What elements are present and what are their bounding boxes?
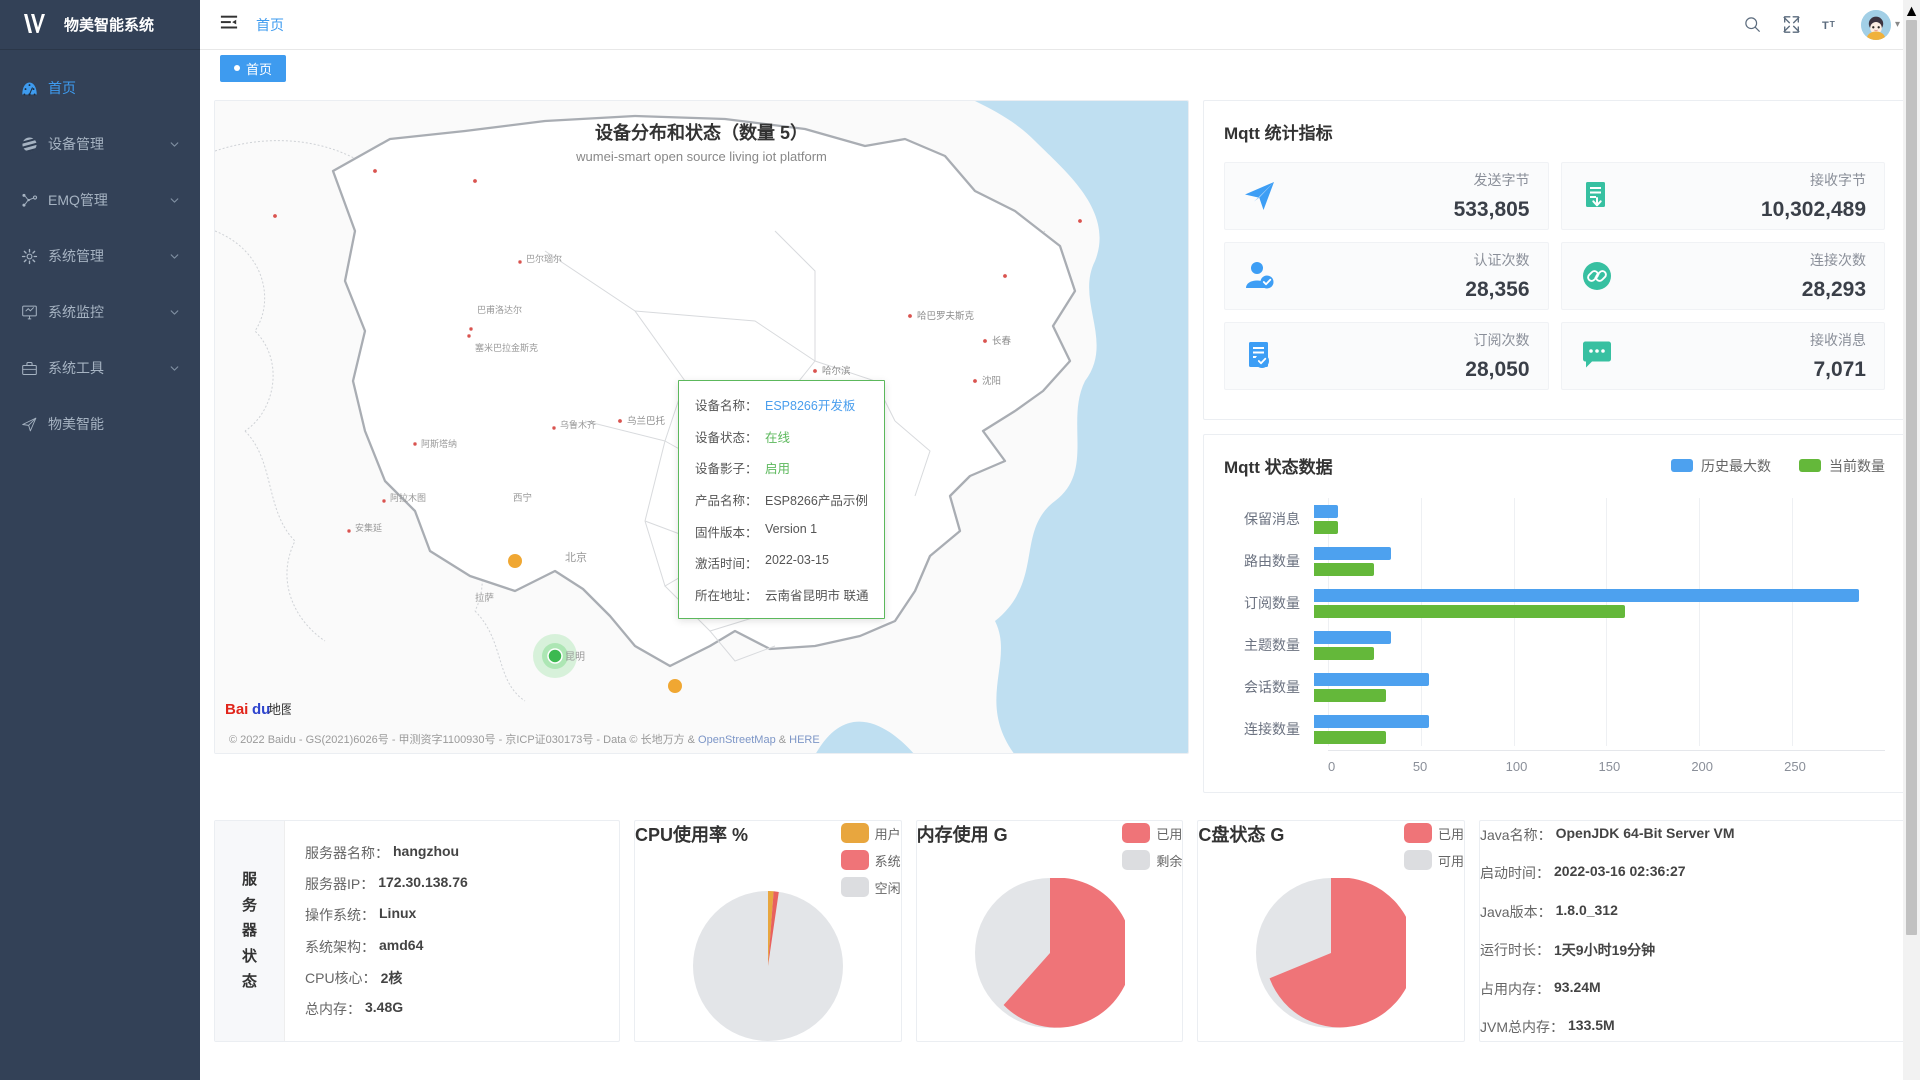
svg-text:T: T [1822,20,1829,32]
svg-text:塞米巴拉金斯克: 塞米巴拉金斯克 [475,342,538,353]
svg-text:巴尔瑙尔: 巴尔瑙尔 [526,253,562,264]
svg-text:安集延: 安集延 [355,522,382,533]
svg-text:阿斯塔纳: 阿斯塔纳 [421,438,457,449]
svg-text:沈阳: 沈阳 [982,375,1001,387]
svg-text:北京: 北京 [565,550,587,564]
svg-text:哈尔滨: 哈尔滨 [822,365,851,377]
svg-text:乌兰巴托: 乌兰巴托 [627,415,666,427]
svg-text:西宁: 西宁 [513,492,532,504]
svg-text:长春: 长春 [992,335,1012,347]
svg-text:哈巴罗夫斯克: 哈巴罗夫斯克 [917,310,975,322]
svg-text:巴甫洛达尔: 巴甫洛达尔 [477,304,522,315]
svg-text:拉萨: 拉萨 [475,592,495,604]
svg-text:乌鲁木齐: 乌鲁木齐 [560,419,596,430]
svg-text:T: T [1830,19,1836,29]
svg-text:昆明: 昆明 [565,651,585,663]
svg-text:阿拉木图: 阿拉木图 [390,492,426,503]
svg-text:Bai: Bai [225,701,248,718]
svg-text:地图: 地图 [268,702,291,717]
